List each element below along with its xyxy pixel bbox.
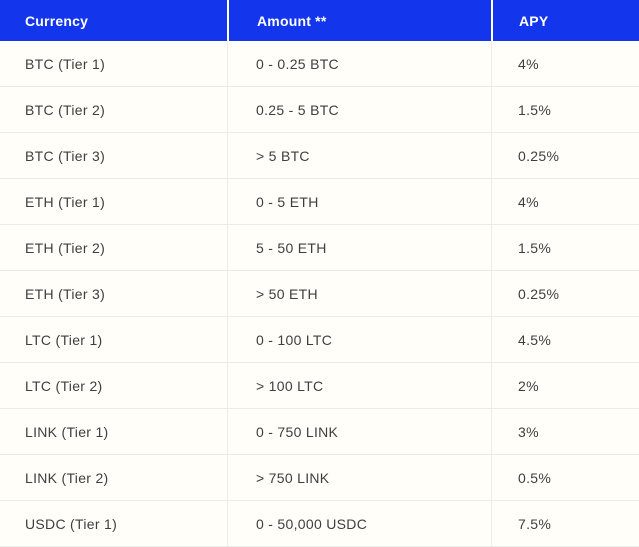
cell-currency: ETH (Tier 1)	[25, 193, 106, 210]
cell-amount: > 750 LINK	[227, 455, 491, 500]
cell-apy: 1.5%	[491, 87, 639, 132]
cell-currency: LTC (Tier 2)	[25, 377, 103, 394]
header-cell-amount: Amount **	[227, 0, 491, 41]
cell-currency: ETH (Tier 2)	[25, 239, 106, 256]
cell-currency: LINK (Tier 2)	[25, 469, 109, 486]
cell-currency: LINK (Tier 1)	[25, 423, 109, 440]
cell-apy: 0.5%	[491, 455, 639, 500]
cell-currency: BTC (Tier 3)	[25, 147, 106, 164]
cell-apy: 4.5%	[491, 317, 639, 362]
cell-amount: > 100 LTC	[227, 363, 491, 408]
cell-currency: LTC (Tier 1)	[25, 331, 103, 348]
cell-currency: USDC (Tier 1)	[25, 515, 118, 532]
table-row: ETH (Tier 2) 5 - 50 ETH 1.5%	[0, 225, 639, 271]
cell-apy: 0.25%	[491, 271, 639, 316]
table-row: USDC (Tier 1) 0 - 50,000 USDC 7.5%	[0, 501, 639, 547]
cell-amount: 0 - 750 LINK	[227, 409, 491, 454]
cell-currency: BTC (Tier 1)	[25, 55, 106, 72]
header-cell-currency: Currency	[25, 12, 89, 29]
table-row: BTC (Tier 1) 0 - 0.25 BTC 4%	[0, 41, 639, 87]
cell-apy: 1.5%	[491, 225, 639, 270]
cell-amount: 0 - 5 ETH	[227, 179, 491, 224]
cell-currency: BTC (Tier 2)	[25, 101, 106, 118]
cell-apy: 3%	[491, 409, 639, 454]
cell-amount: > 5 BTC	[227, 133, 491, 178]
table-row: ETH (Tier 3) > 50 ETH 0.25%	[0, 271, 639, 317]
cell-apy: 7.5%	[491, 501, 639, 546]
table-row: LINK (Tier 2) > 750 LINK 0.5%	[0, 455, 639, 501]
table-row: LTC (Tier 1) 0 - 100 LTC 4.5%	[0, 317, 639, 363]
header-cell-apy: APY	[491, 0, 639, 41]
cell-amount: 5 - 50 ETH	[227, 225, 491, 270]
cell-apy: 4%	[491, 179, 639, 224]
table-row: LINK (Tier 1) 0 - 750 LINK 3%	[0, 409, 639, 455]
table-header-row: Currency Amount ** APY	[0, 0, 639, 41]
cell-apy: 4%	[491, 41, 639, 86]
cell-amount: 0 - 100 LTC	[227, 317, 491, 362]
cell-apy: 2%	[491, 363, 639, 408]
table-row: BTC (Tier 3) > 5 BTC 0.25%	[0, 133, 639, 179]
cell-amount: 0 - 50,000 USDC	[227, 501, 491, 546]
table-row: LTC (Tier 2) > 100 LTC 2%	[0, 363, 639, 409]
cell-apy: 0.25%	[491, 133, 639, 178]
cell-amount: 0 - 0.25 BTC	[227, 41, 491, 86]
cell-amount: > 50 ETH	[227, 271, 491, 316]
cell-amount: 0.25 - 5 BTC	[227, 87, 491, 132]
table-row: ETH (Tier 1) 0 - 5 ETH 4%	[0, 179, 639, 225]
table-row: BTC (Tier 2) 0.25 - 5 BTC 1.5%	[0, 87, 639, 133]
cell-currency: ETH (Tier 3)	[25, 285, 106, 302]
